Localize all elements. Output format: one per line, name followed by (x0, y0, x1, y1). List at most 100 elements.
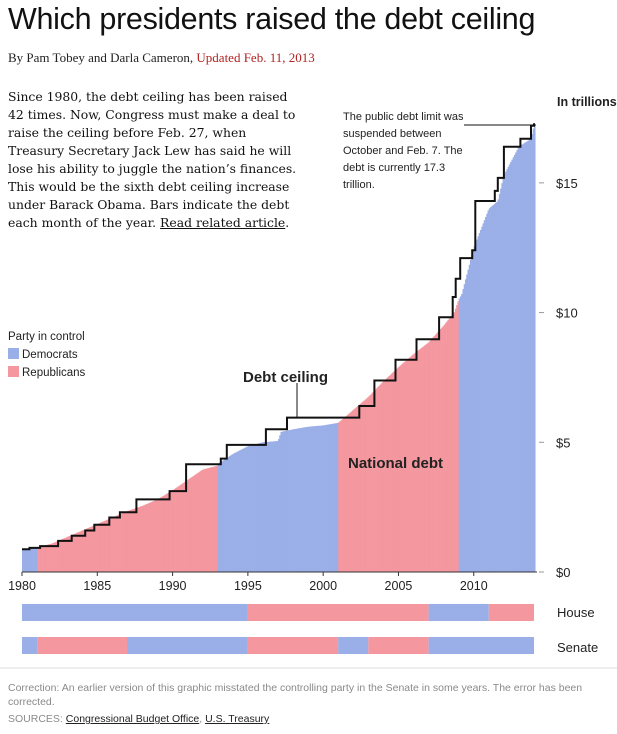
debt-bar (403, 362, 406, 572)
debt-bar (126, 511, 128, 572)
debt-bar (63, 538, 65, 572)
debt-bar (511, 159, 513, 572)
debt-bar (58, 540, 60, 572)
debt-bar (393, 371, 395, 572)
debt-bar (53, 542, 55, 572)
debt-bar (48, 544, 50, 572)
debt-bar (24, 549, 27, 572)
debt-bar (308, 426, 310, 572)
debt-bar (310, 426, 313, 572)
debt-bar (172, 489, 175, 572)
debt-bar (389, 374, 392, 572)
byline: By Pam Tobey and Darla Cameron, Updated … (8, 50, 315, 66)
debt-bar (384, 379, 387, 572)
debt-bar (421, 347, 423, 572)
debt-bar (180, 484, 182, 572)
intro-text: Since 1980, the debt ceiling has been ra… (8, 88, 298, 232)
debt-bar (208, 467, 211, 572)
related-article-link[interactable]: Read related article (160, 215, 286, 230)
y-tick-label: $15 (556, 176, 578, 191)
debt-bar (205, 468, 207, 572)
debt-bar (226, 457, 229, 572)
debt-bar (117, 515, 119, 572)
debt-bar (225, 458, 227, 572)
debt-bar (55, 541, 58, 572)
debt-bar (254, 444, 256, 572)
debt-bar (78, 531, 81, 572)
debt-bar (380, 383, 383, 572)
note-line: October and Feb. 7. The (343, 145, 463, 157)
debt-bar (477, 236, 480, 573)
x-tick-label: 1995 (234, 579, 262, 593)
debt-bar (281, 431, 284, 572)
debt-bar (335, 423, 338, 572)
debt-bar (326, 424, 329, 572)
debt-bar (234, 452, 236, 572)
debt-bar (528, 139, 531, 572)
debt-bar (358, 404, 360, 572)
debt-bar (400, 364, 403, 572)
debt-bar (448, 318, 451, 572)
debt-bar (183, 482, 186, 572)
debt-bar (68, 536, 70, 572)
debt-bar (107, 519, 109, 572)
debt-bar (390, 373, 393, 572)
debt-bar (521, 144, 523, 572)
senate-control-bar (22, 637, 534, 654)
debt-bar (230, 455, 232, 572)
debt-bar (129, 509, 132, 572)
debt-bar (413, 353, 416, 572)
debt-bar (402, 363, 404, 572)
debt-bar (334, 423, 337, 572)
debt-bar (256, 443, 259, 572)
x-axis: 1980 1985 1990 1995 2000 2005 2010 (8, 571, 537, 593)
debt-bar (472, 250, 475, 572)
debt-bar (50, 543, 53, 572)
debt-bar (93, 525, 96, 572)
debt-bar (320, 425, 323, 572)
debt-bar (314, 426, 316, 572)
debt-bar (217, 464, 220, 572)
debt-bar (387, 377, 389, 572)
debt-bar (409, 356, 412, 572)
debt-bar (113, 516, 116, 572)
debt-bar (74, 533, 77, 572)
debt-bar (515, 152, 517, 573)
debt-bar (288, 430, 290, 572)
source-treasury-link[interactable]: U.S. Treasury (205, 713, 270, 725)
debt-bar (424, 344, 427, 572)
debt-bar (286, 430, 289, 572)
debt-bar (192, 476, 195, 572)
debt-bar (367, 397, 369, 572)
debt-bar (89, 526, 92, 572)
debt-bar (49, 543, 52, 572)
debt-bar (141, 506, 143, 572)
debt-bar (266, 441, 269, 572)
debt-bar (298, 428, 300, 572)
debt-bar (496, 201, 498, 572)
debt-bar (186, 480, 188, 572)
debt-bar (276, 441, 279, 572)
debt-bar (518, 146, 521, 572)
debt-bar (25, 549, 28, 572)
debt-bar (138, 506, 141, 572)
debt-bar (275, 441, 278, 572)
debt-bar (324, 425, 326, 572)
debt-bar (316, 425, 319, 572)
debt-bar (202, 469, 205, 572)
debt-bar (171, 490, 173, 572)
y-axis: $0 $5 $10 $15 (539, 176, 578, 580)
debt-bar (79, 531, 82, 572)
debt-bar (488, 208, 491, 572)
debt-bar (160, 497, 162, 572)
debt-bar (224, 459, 226, 572)
source-cbo-link[interactable]: Congressional Budget Office (65, 713, 200, 725)
suspension-note: The public debt limit was suspended betwe… (343, 111, 464, 191)
debt-bar (116, 515, 118, 572)
debt-bar (240, 449, 242, 572)
debt-bar (59, 539, 62, 572)
debt-bar (385, 378, 388, 572)
debt-bar (296, 428, 299, 572)
debt-bar (175, 488, 177, 572)
debt-bar (383, 380, 385, 572)
